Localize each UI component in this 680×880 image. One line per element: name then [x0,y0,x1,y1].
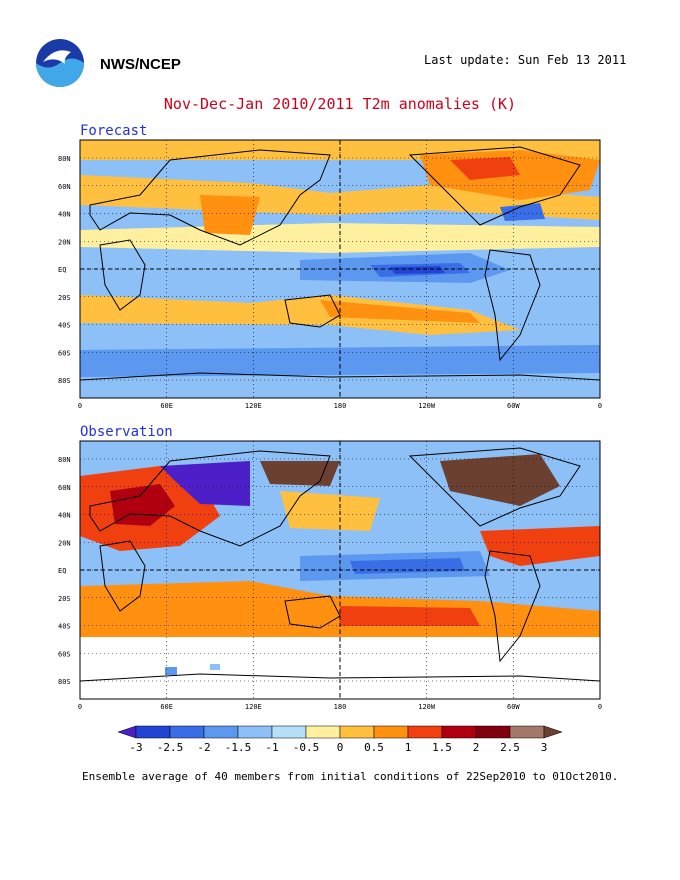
colorbar-level-label: -2.5 [157,741,184,754]
organization-name: NWS/NCEP [100,56,181,73]
observation-map: 80N 60N 40N 20N EQ 20S 40S 60S 80S 0 60E 120E 180 120… [58,440,602,711]
colorbar-swatch [509,725,545,739]
last-update-text: Last update: Sun Feb 13 2011 [424,53,627,67]
forecast-coastlines [80,146,600,381]
lon-tick-label: 0 [78,703,82,711]
lon-tick-label: 120W [418,703,436,711]
colorbar-swatch [169,725,205,739]
lon-tick-label: 180 [334,703,347,711]
colorbar-swatch [543,725,562,739]
lat-tick-label: 40N [58,211,71,219]
lat-tick-label: 80S [58,678,71,686]
lon-tick-label: 60W [507,402,520,410]
lon-tick-label: 60E [160,703,173,711]
forecast-map: 80N 60N 40N 20N EQ 20S 40S 60S 80S 0 60E 120E 180 120… [58,139,602,410]
colorbar-level-label: 0.5 [364,741,384,754]
lat-tick-label: 60S [58,349,71,357]
colorbar-swatch [305,725,341,739]
lat-tick-label: 80N [58,155,71,163]
lon-tick-label: 60W [507,703,520,711]
colorbar-level-label: 1.5 [432,741,452,754]
lat-tick-label: 60N [58,484,71,492]
colorbar-level-label: -3 [129,741,142,754]
forecast-axis-labels: 80N 60N 40N 20N EQ 20S 40S 60S 80S 0 60E 120E 180 120… [58,140,602,410]
colorbar-level-label: 3 [541,741,548,754]
colorbar-swatch [203,725,239,739]
colorbar-swatch [237,725,273,739]
figure-title: Nov-Dec-Jan 2010/2011 T2m anomalies (K) [163,95,517,113]
colorbar-level-label: 2.5 [500,741,520,754]
observation-coastlines [80,447,600,682]
lat-tick-label: 80S [58,377,71,385]
observation-panel-label: Observation [80,424,173,440]
lat-tick-label: 40S [58,322,71,330]
colorbar-swatch [475,725,511,739]
lon-tick-label: 0 [598,402,602,410]
forecast-panel-label: Forecast [80,123,148,139]
lon-tick-label: 60E [160,402,173,410]
lat-tick-label: 40S [58,623,71,631]
ensemble-caption: Ensemble average of 40 members from init… [82,770,619,783]
colorbar-swatch [118,725,137,739]
colorbar: -3 -2.5 -2 -1.5 -1 -0.5 0 0.5 1 1.5 2 2.5 3 [118,725,562,754]
colorbar-level-label: -0.5 [293,741,320,754]
colorbar-level-label: 1 [405,741,412,754]
lat-tick-label: 60S [58,650,71,658]
colorbar-swatch [135,725,171,739]
lat-tick-label: 20N [58,539,71,547]
lat-tick-label: 40N [58,512,71,520]
colorbar-swatch [339,725,375,739]
colorbar-level-label: -2 [197,741,210,754]
colorbar-level-label: -1.5 [225,741,252,754]
colorbar-level-label: -1 [265,741,278,754]
colorbar-swatch [373,725,409,739]
noaa-logo [36,39,84,87]
lon-tick-label: 120E [245,703,262,711]
lat-tick-label: 20S [58,294,71,302]
lon-tick-label: 120E [245,402,262,410]
lon-tick-label: 0 [598,703,602,711]
lat-tick-label: EQ [58,266,66,274]
lon-tick-label: 180 [334,402,347,410]
lon-tick-label: 120W [418,402,436,410]
colorbar-swatch [441,725,477,739]
lat-tick-label: EQ [58,567,66,575]
lat-tick-label: 80N [58,456,71,464]
lat-tick-label: 20S [58,595,71,603]
colorbar-level-label: 0 [337,741,344,754]
colorbar-level-label: 2 [473,741,480,754]
lat-tick-label: 20N [58,238,71,246]
colorbar-swatch [407,725,443,739]
observation-axis-labels: 80N 60N 40N 20N EQ 20S 40S 60S 80S 0 60E 120E 180 120… [58,441,602,711]
lon-tick-label: 0 [78,402,82,410]
lat-tick-label: 60N [58,183,71,191]
colorbar-swatch [271,725,307,739]
